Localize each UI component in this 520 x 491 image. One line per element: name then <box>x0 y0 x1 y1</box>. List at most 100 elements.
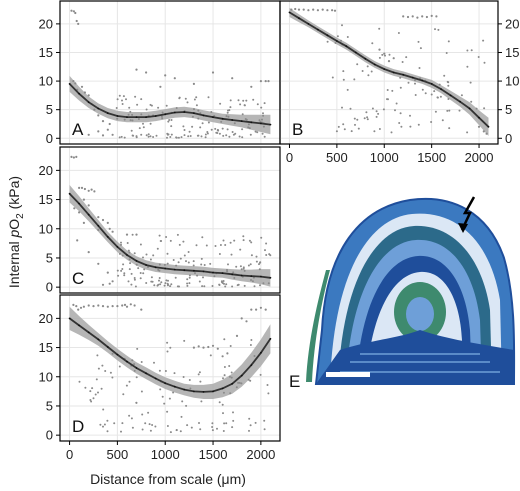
data-point <box>224 244 227 246</box>
fit-marker <box>430 83 433 85</box>
data-point <box>101 283 105 286</box>
fit-marker <box>221 117 224 120</box>
data-point <box>70 155 73 158</box>
data-point <box>210 111 213 113</box>
x-tick-label: 1000 <box>151 447 180 462</box>
data-point <box>211 285 214 287</box>
micrograph-core-inner <box>406 297 434 331</box>
micrograph-left-strand <box>306 270 330 382</box>
data-point <box>239 265 242 268</box>
fit-marker <box>240 274 243 277</box>
data-point <box>75 19 78 23</box>
data-point <box>158 234 161 237</box>
data-point <box>189 135 192 137</box>
panel-label-c: C <box>72 269 84 288</box>
data-point <box>242 99 245 102</box>
y-tick-label: 20 <box>505 16 519 31</box>
fit-marker <box>106 236 109 238</box>
data-point <box>163 402 166 405</box>
x-tick-label: 1500 <box>417 150 446 165</box>
data-point <box>371 42 374 45</box>
data-point <box>134 95 137 98</box>
data-point <box>158 263 161 266</box>
data-point <box>191 115 194 118</box>
data-point <box>250 85 253 88</box>
data-point <box>342 70 345 73</box>
data-point <box>78 186 81 189</box>
data-point <box>121 304 124 307</box>
data-point <box>240 268 243 271</box>
data-point <box>375 115 378 118</box>
data-point <box>159 388 162 391</box>
data-point <box>263 102 266 105</box>
data-point <box>335 130 338 133</box>
y-tick-label: 20 <box>39 311 53 326</box>
data-point <box>80 85 84 88</box>
data-point <box>155 134 158 137</box>
data-point <box>166 341 169 344</box>
data-point <box>101 218 105 222</box>
data-point <box>182 125 185 128</box>
data-point <box>199 112 202 115</box>
fit-marker <box>135 367 138 369</box>
data-point <box>203 285 206 288</box>
data-point <box>131 359 134 362</box>
data-point <box>258 119 261 122</box>
y-tick-label: 0 <box>46 280 53 295</box>
data-point <box>249 263 252 266</box>
data-point <box>136 347 139 350</box>
data-point <box>200 135 203 138</box>
data-point <box>92 397 95 400</box>
data-point <box>397 32 400 34</box>
data-point <box>264 308 267 311</box>
data-point <box>331 76 334 79</box>
data-point <box>170 283 173 286</box>
data-point <box>356 118 359 121</box>
data-point <box>250 254 253 257</box>
data-point <box>409 125 412 128</box>
data-point <box>227 263 229 266</box>
data-point <box>131 426 134 429</box>
data-point <box>70 9 73 12</box>
data-point <box>152 254 155 257</box>
data-point <box>76 239 79 242</box>
data-point <box>195 96 198 99</box>
data-point <box>122 263 125 266</box>
data-point <box>240 382 243 385</box>
data-point <box>154 425 157 428</box>
data-point <box>198 280 201 283</box>
data-point <box>241 113 244 116</box>
y-tick-label: 10 <box>505 74 519 89</box>
panel-b: 0 5 10 15 20 0 500 1000 1500 2000 B <box>279 0 519 165</box>
data-point <box>125 98 127 101</box>
fit-marker <box>126 360 128 363</box>
data-point <box>192 260 195 263</box>
data-point <box>207 345 210 349</box>
data-point <box>125 384 128 387</box>
fit-marker <box>154 266 157 269</box>
data-point <box>193 98 196 101</box>
data-point <box>196 134 199 137</box>
data-point <box>198 422 200 424</box>
data-point <box>188 379 191 381</box>
data-point <box>182 240 185 243</box>
data-point <box>166 410 169 413</box>
fit-marker <box>440 88 442 90</box>
data-point <box>166 132 169 135</box>
fit-marker <box>78 92 80 95</box>
data-point <box>97 228 100 231</box>
data-point <box>164 74 167 77</box>
data-point <box>170 133 173 136</box>
data-point <box>148 423 151 426</box>
data-point <box>366 118 369 121</box>
data-point <box>186 282 189 285</box>
data-point <box>133 304 136 307</box>
data-point <box>445 52 448 54</box>
fit-marker <box>135 116 138 118</box>
data-point <box>96 354 99 357</box>
data-point <box>145 71 148 74</box>
x-axis-label: Distance from scale (μm) <box>90 471 246 487</box>
data-point <box>120 269 123 272</box>
data-point <box>439 95 442 98</box>
data-point <box>238 135 241 138</box>
